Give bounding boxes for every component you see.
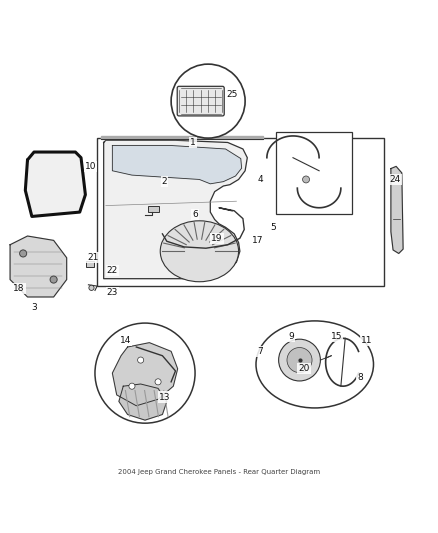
Polygon shape (102, 136, 262, 139)
Circle shape (171, 64, 245, 138)
Text: 17: 17 (252, 236, 264, 245)
Text: 23: 23 (107, 288, 118, 297)
Text: 24: 24 (390, 175, 401, 184)
Text: 25: 25 (226, 90, 238, 99)
Text: 14: 14 (120, 336, 131, 345)
Text: 9: 9 (288, 332, 294, 341)
Text: 19: 19 (211, 233, 223, 243)
Text: 2: 2 (162, 177, 167, 186)
Text: 13: 13 (159, 393, 170, 401)
Text: 22: 22 (107, 266, 118, 276)
Bar (276, 132, 352, 214)
Ellipse shape (256, 321, 374, 408)
Text: 20: 20 (298, 364, 310, 373)
Text: 8: 8 (357, 373, 364, 382)
Circle shape (138, 357, 144, 363)
Text: 11: 11 (361, 336, 373, 345)
Circle shape (20, 250, 27, 257)
Circle shape (95, 323, 195, 423)
Polygon shape (391, 166, 403, 254)
Polygon shape (10, 236, 67, 297)
Text: 7: 7 (258, 347, 263, 356)
Text: 15: 15 (331, 332, 342, 341)
Text: 10: 10 (85, 162, 96, 171)
Circle shape (279, 339, 321, 381)
Text: 5: 5 (271, 223, 276, 232)
Circle shape (287, 348, 312, 373)
Bar (148, 206, 159, 212)
Polygon shape (113, 343, 178, 406)
Circle shape (303, 176, 310, 183)
Ellipse shape (160, 221, 239, 282)
Polygon shape (119, 384, 167, 420)
Text: 1: 1 (190, 138, 196, 147)
FancyBboxPatch shape (177, 86, 224, 116)
Polygon shape (25, 152, 85, 216)
Text: 2004 Jeep Grand Cherokee Panels - Rear Quarter Diagram: 2004 Jeep Grand Cherokee Panels - Rear Q… (118, 470, 320, 475)
Text: 18: 18 (13, 284, 25, 293)
Text: 6: 6 (192, 210, 198, 219)
Polygon shape (104, 140, 247, 279)
Polygon shape (113, 146, 242, 184)
Circle shape (129, 383, 135, 389)
Text: 3: 3 (31, 303, 37, 312)
Text: 4: 4 (258, 175, 263, 184)
Bar (97, 138, 385, 286)
Circle shape (89, 285, 94, 290)
Circle shape (155, 379, 161, 385)
Circle shape (50, 276, 57, 283)
Bar (86, 261, 94, 266)
Text: 21: 21 (87, 253, 99, 262)
